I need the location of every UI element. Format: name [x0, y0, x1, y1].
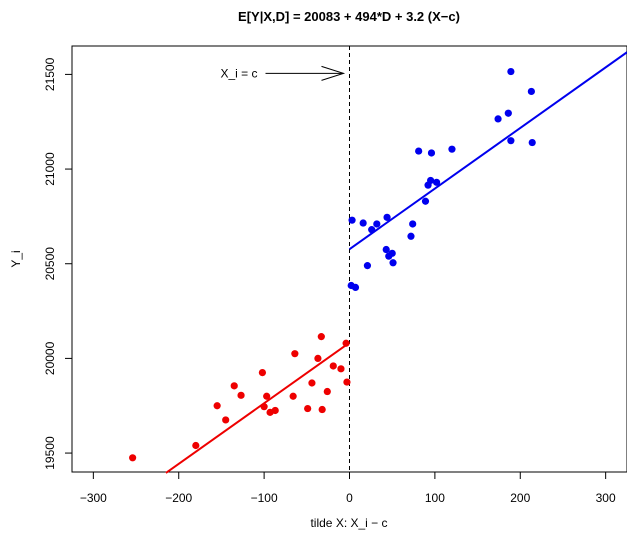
annotation-label: X_i = c: [220, 66, 257, 80]
data-point: [359, 219, 367, 227]
x-tick-label: 100: [425, 491, 445, 505]
data-point: [329, 362, 337, 370]
data-point: [507, 137, 515, 145]
data-point: [260, 403, 268, 411]
data-point: [421, 197, 430, 205]
y-tick-label: 20000: [43, 341, 57, 375]
y-axis-label: Y_i: [9, 250, 23, 267]
data-point: [342, 339, 350, 347]
data-point: [192, 441, 200, 450]
data-point: [308, 379, 316, 387]
x-tick-label: 0: [346, 491, 353, 505]
data-point: [317, 333, 325, 341]
y-tick-label: 21000: [43, 152, 57, 186]
x-axis: −300 −200 −100 0 100 200 300: [80, 472, 616, 505]
data-point: [318, 405, 326, 414]
data-point: [289, 392, 297, 400]
data-point: [258, 369, 267, 377]
y-tick-label: 19500: [43, 436, 57, 470]
data-point: [368, 226, 376, 234]
data-point: [213, 402, 221, 410]
data-point: [504, 109, 512, 117]
data-point: [415, 147, 423, 155]
data-point: [222, 416, 230, 424]
x-tick-label: −300: [80, 491, 107, 505]
data-point: [363, 262, 372, 270]
data-point: [507, 67, 515, 76]
data-points: [129, 67, 536, 462]
x-axis-label: tilde X: X_i − c: [310, 516, 387, 530]
data-point: [427, 176, 435, 185]
data-point: [388, 249, 396, 257]
data-point: [382, 245, 390, 254]
x-tick-label: −100: [251, 491, 278, 505]
data-point: [527, 87, 535, 96]
data-point: [129, 454, 137, 462]
y-tick-label: 20500: [43, 247, 57, 281]
fit-line-2: [348, 51, 627, 250]
data-point: [263, 392, 271, 400]
data-point: [323, 387, 331, 396]
x-tick-label: 300: [596, 491, 616, 505]
data-point: [409, 220, 417, 228]
data-point: [337, 365, 345, 373]
data-point: [432, 178, 441, 186]
data-point: [237, 391, 245, 399]
fit-lines: [165, 51, 627, 474]
x-tick-label: 200: [510, 491, 530, 505]
data-point: [314, 354, 322, 362]
y-tick-label: 21500: [43, 57, 57, 91]
fit-line-1: [165, 341, 351, 474]
data-point: [291, 350, 299, 358]
data-point: [373, 220, 381, 228]
chart-title: E[Y|X,D] = 20083 + 494*D + 3.2 (X−c): [238, 9, 460, 24]
data-point: [407, 232, 415, 240]
data-point: [528, 138, 536, 147]
x-tick-label: −200: [165, 491, 192, 505]
data-point: [348, 216, 356, 224]
cutoff-annotation: X_i = c: [220, 65, 346, 81]
data-point: [448, 145, 456, 153]
data-point: [343, 378, 351, 386]
data-point: [494, 115, 502, 123]
data-point: [304, 404, 312, 413]
annotation-arrow-head: [321, 65, 346, 81]
data-point: [383, 213, 391, 221]
data-point: [389, 259, 397, 267]
data-point: [271, 406, 279, 415]
data-point: [351, 283, 360, 291]
data-point: [230, 382, 238, 390]
data-point: [427, 149, 436, 157]
y-axis: 19500 20000 20500 21000 21500: [43, 57, 72, 470]
